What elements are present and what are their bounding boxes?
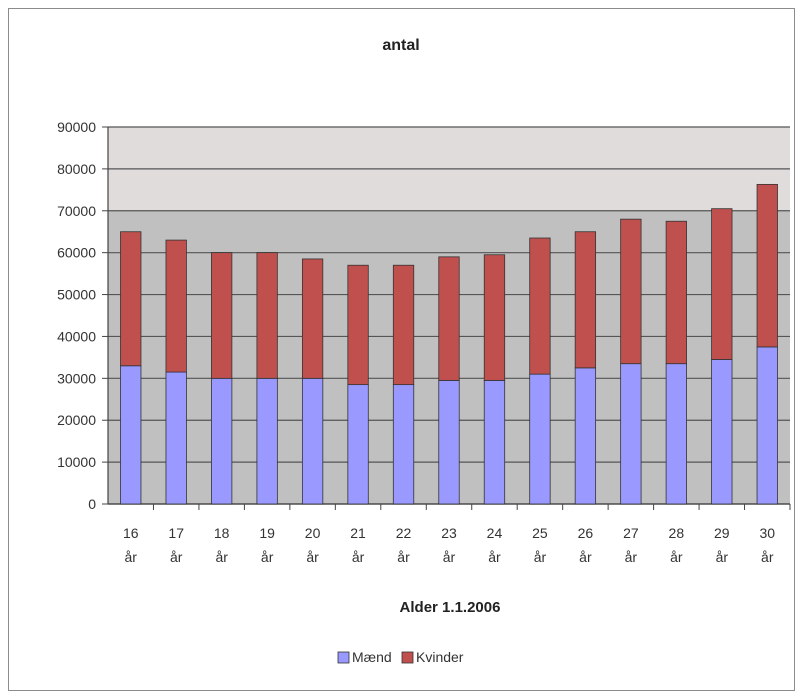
x-tick-label-unit: år xyxy=(397,549,410,565)
x-tick-label: 17 xyxy=(168,525,184,541)
bar-segment-maend xyxy=(438,380,460,505)
bar-segment-kvinder xyxy=(529,237,551,375)
x-tick-label: 30 xyxy=(759,525,775,541)
bar-segment-maend xyxy=(347,384,369,505)
x-tick-label-unit: år xyxy=(488,549,501,565)
bar-segment-kvinder xyxy=(711,208,733,360)
legend-swatch-kvinder xyxy=(401,651,414,664)
legend-label-maend: Mænd xyxy=(352,649,392,665)
bar-segment-kvinder xyxy=(620,218,642,365)
x-tick-label: 21 xyxy=(350,525,366,541)
bar-segment-kvinder xyxy=(347,264,369,386)
bar-segment-maend xyxy=(392,384,415,505)
bar-segment-maend xyxy=(211,377,233,505)
bar-segment-kvinder xyxy=(120,231,142,367)
bar-segment-kvinder xyxy=(483,254,506,381)
y-tick-label: 90000 xyxy=(57,119,96,135)
x-tick-label-unit: år xyxy=(761,549,774,565)
x-tick-label-unit: år xyxy=(670,549,683,565)
x-tick-label: 20 xyxy=(305,525,321,541)
chart-title: antal xyxy=(382,37,419,54)
bar-segment-maend xyxy=(301,377,324,505)
bar-segment-maend xyxy=(483,380,506,505)
x-tick-label: 28 xyxy=(669,525,685,541)
x-tick-label-unit: år xyxy=(443,549,456,565)
bar-segment-maend xyxy=(620,363,642,505)
x-tick-label-unit: år xyxy=(716,549,729,565)
y-tick-label: 80000 xyxy=(57,161,96,177)
bar-segment-maend xyxy=(711,359,733,505)
y-tick-label: 0 xyxy=(88,496,96,512)
y-tick-label: 50000 xyxy=(57,287,96,303)
x-tick-label-unit: år xyxy=(625,549,638,565)
x-tick-label-unit: år xyxy=(261,549,274,565)
y-tick-label: 10000 xyxy=(57,454,96,470)
x-tick-label: 18 xyxy=(214,525,230,541)
bar-segment-maend xyxy=(665,363,687,505)
x-tick-label-unit: år xyxy=(352,549,365,565)
x-tick-label-unit: år xyxy=(534,549,547,565)
x-axis-title: Alder 1.1.2006 xyxy=(400,599,501,616)
bar-segment-maend xyxy=(574,367,597,505)
x-tick-label-unit: år xyxy=(170,549,183,565)
plot-area xyxy=(107,126,790,505)
y-tick-label: 20000 xyxy=(57,412,96,428)
x-tick-label: 19 xyxy=(259,525,275,541)
legend-swatch-maend xyxy=(337,651,350,664)
bar-segment-kvinder xyxy=(574,231,597,369)
bar-segment-kvinder xyxy=(438,256,460,381)
x-tick-label: 22 xyxy=(396,525,412,541)
x-tick-label: 26 xyxy=(578,525,594,541)
x-tick-label: 27 xyxy=(623,525,639,541)
bar-segment-kvinder xyxy=(301,258,324,379)
y-axis-ticks: 0 10000 20000 30000 40000 50000 60000 70000 8000… xyxy=(57,119,108,512)
x-tick-label-unit: år xyxy=(579,549,592,565)
y-tick-label: 70000 xyxy=(57,203,96,219)
bar-segment-kvinder xyxy=(256,252,278,379)
y-tick-label: 60000 xyxy=(57,245,96,261)
x-tick-label: 23 xyxy=(441,525,457,541)
bar-segment-maend xyxy=(256,377,278,505)
x-tick-label-unit: år xyxy=(215,549,228,565)
x-tick-label: 29 xyxy=(714,525,730,541)
x-tick-label: 16 xyxy=(123,525,139,541)
bar-segment-kvinder xyxy=(211,252,233,379)
y-tick-label: 30000 xyxy=(57,370,96,386)
bar-segment-maend xyxy=(120,365,142,505)
bar-segment-maend xyxy=(756,346,778,505)
x-tick-label-unit: år xyxy=(306,549,319,565)
bar-segment-kvinder xyxy=(165,239,187,373)
bar-segment-maend xyxy=(529,373,551,505)
bar-segment-maend xyxy=(165,371,187,505)
bar-segment-kvinder xyxy=(665,220,687,365)
bar-segment-kvinder xyxy=(392,264,415,386)
legend-label-kvinder: Kvinder xyxy=(416,649,464,665)
bar-segment-kvinder xyxy=(756,183,778,348)
x-tick-label: 24 xyxy=(487,525,503,541)
y-tick-label: 40000 xyxy=(57,328,96,344)
x-axis-ticks: 16 år 17 år 18 år 19 år 20 år 21 år 22 år 23 år 24 år 25 år… xyxy=(123,504,791,565)
legend: Mænd Kvinder xyxy=(337,649,464,665)
x-tick-label-unit: år xyxy=(125,549,138,565)
x-tick-label: 25 xyxy=(532,525,548,541)
